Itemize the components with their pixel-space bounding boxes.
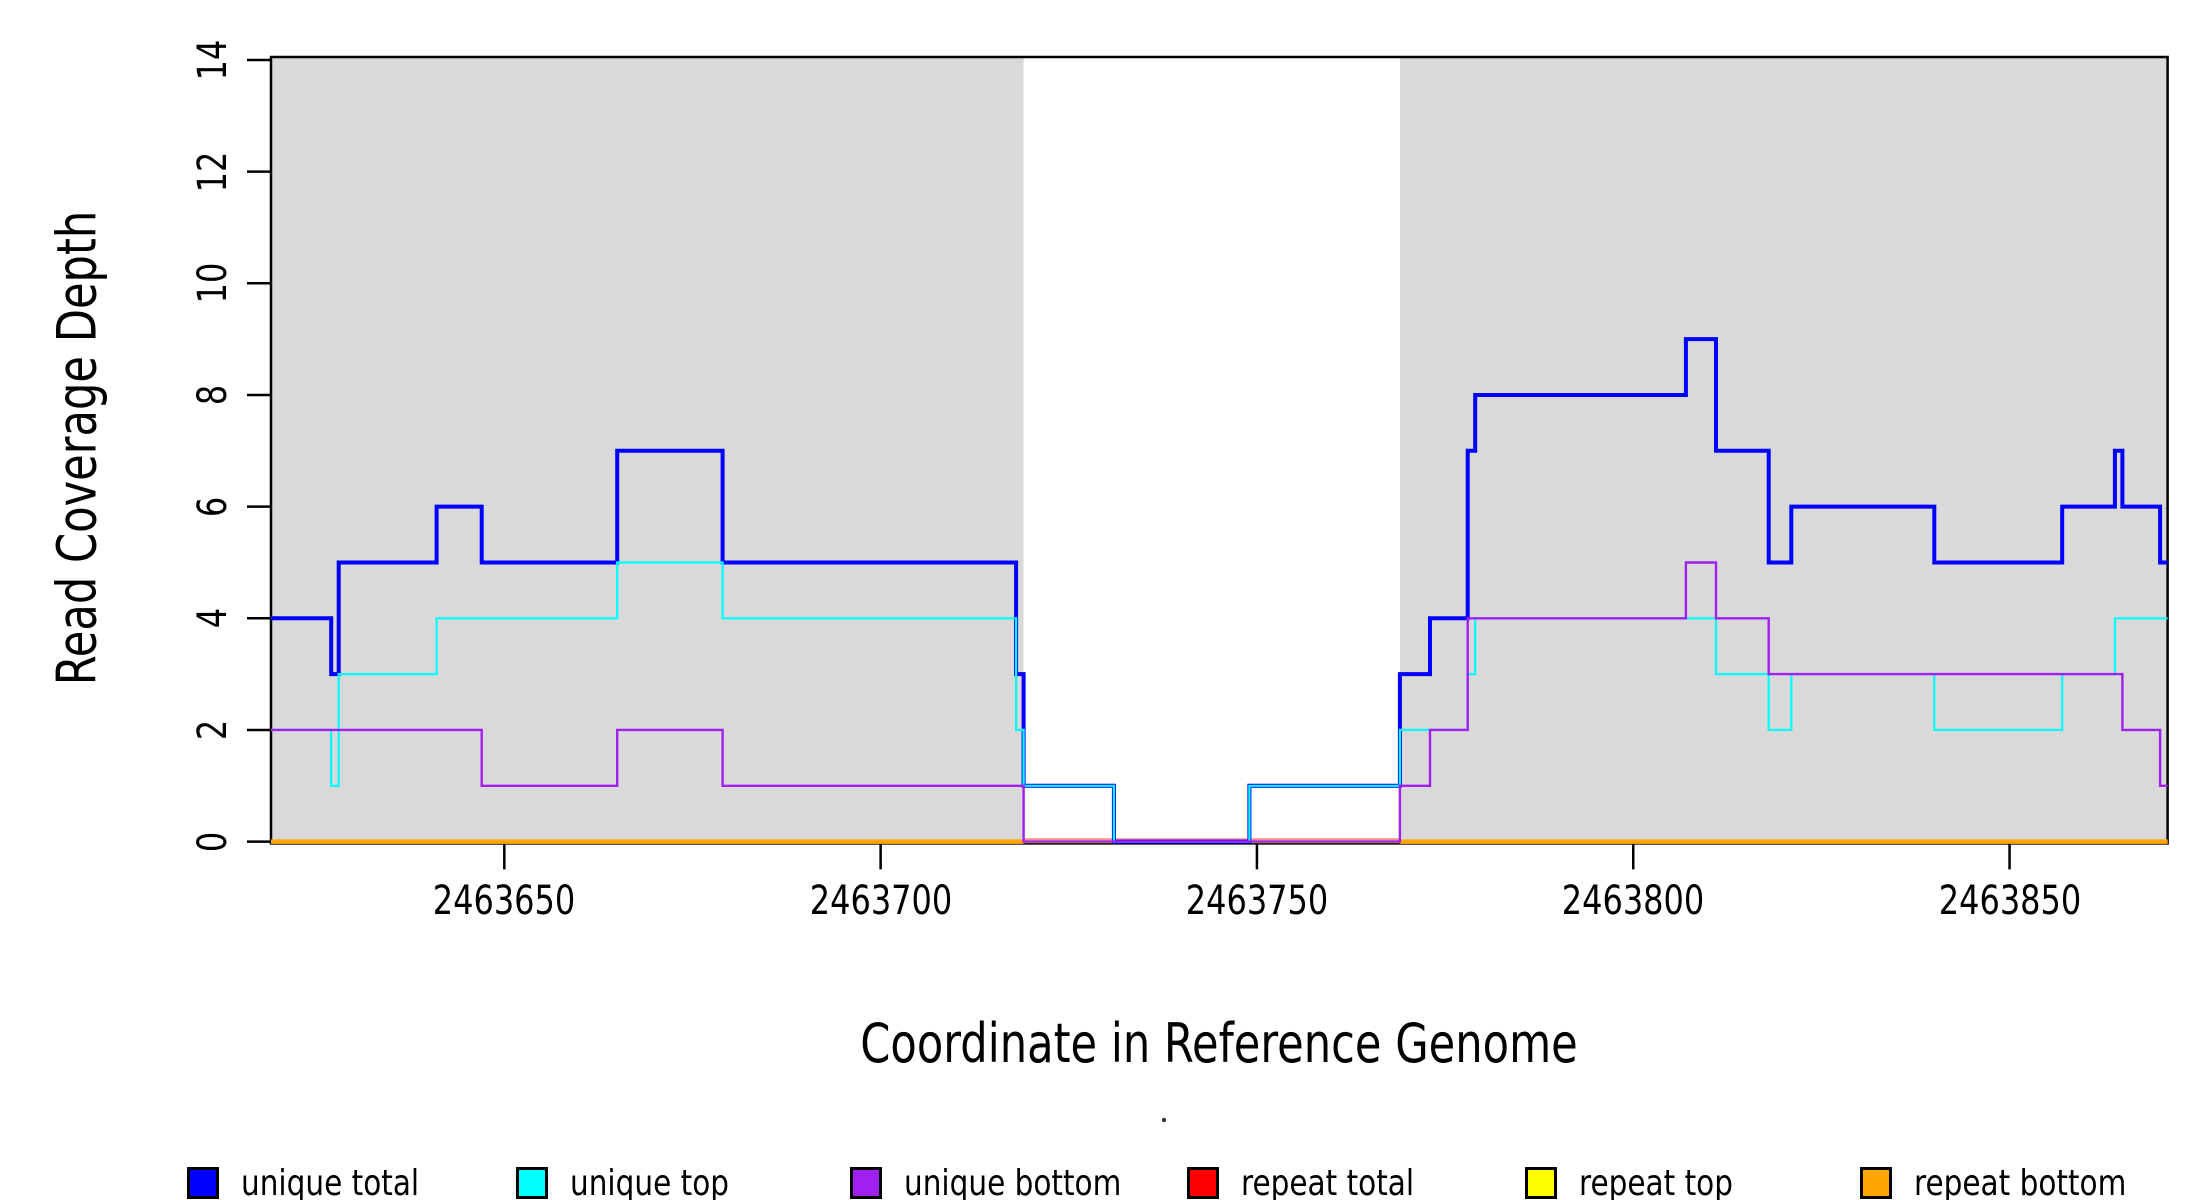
legend-swatch-icon bbox=[1525, 1167, 1557, 1199]
shaded-region-1 bbox=[1399, 57, 2168, 844]
x-tick-label: 2463650 bbox=[433, 878, 576, 924]
legend-label: repeat total bbox=[1241, 1162, 1415, 1200]
legend-item-unique-top: unique top bbox=[516, 1163, 764, 1200]
legend-item-unique-total: unique total bbox=[187, 1163, 458, 1200]
series-unique-bottom bbox=[271, 561, 2168, 843]
legend-item-unique-bottom: unique bottom bbox=[850, 1163, 1169, 1200]
legend-label: repeat bottom bbox=[1914, 1162, 2127, 1200]
legend-swatch-icon bbox=[1860, 1167, 1892, 1199]
stray-dot bbox=[1161, 1117, 1167, 1123]
legend-item-repeat-bottom: repeat bottom bbox=[1860, 1163, 2173, 1200]
legend-swatch-icon bbox=[187, 1167, 219, 1199]
legend-item-repeat-total: repeat total bbox=[1187, 1163, 1452, 1200]
y-tick-label: 0 bbox=[190, 831, 236, 852]
legend-item-repeat-top: repeat top bbox=[1525, 1163, 1767, 1200]
series-unique-total bbox=[271, 337, 2168, 844]
y-tick-label: 12 bbox=[190, 151, 236, 192]
legend-swatch-icon bbox=[850, 1167, 882, 1199]
legend-label: unique total bbox=[241, 1162, 420, 1200]
y-tick-label: 6 bbox=[190, 496, 236, 517]
x-tick-label: 2463750 bbox=[1185, 878, 1329, 924]
legend-swatch-icon bbox=[516, 1167, 548, 1199]
legend-label: repeat top bbox=[1579, 1162, 1733, 1200]
legend-swatch-icon bbox=[1187, 1167, 1219, 1199]
y-tick-label: 8 bbox=[190, 384, 236, 406]
legend-label: unique bottom bbox=[904, 1162, 1122, 1200]
x-tick-label: 2463800 bbox=[1561, 878, 1705, 924]
x-tick-label: 2463700 bbox=[809, 878, 952, 924]
y-tick-label: 4 bbox=[190, 608, 236, 629]
y-tick-label: 2 bbox=[190, 719, 236, 741]
x-tick-label: 2463850 bbox=[1938, 878, 2081, 924]
legend-label: unique top bbox=[570, 1162, 729, 1200]
x-axis-title: Coordinate in Reference Genome bbox=[860, 1012, 1578, 1075]
y-axis-title: Read Coverage Depth bbox=[45, 210, 109, 686]
y-tick-label: 10 bbox=[190, 262, 236, 304]
y-tick-label: 14 bbox=[190, 39, 236, 81]
